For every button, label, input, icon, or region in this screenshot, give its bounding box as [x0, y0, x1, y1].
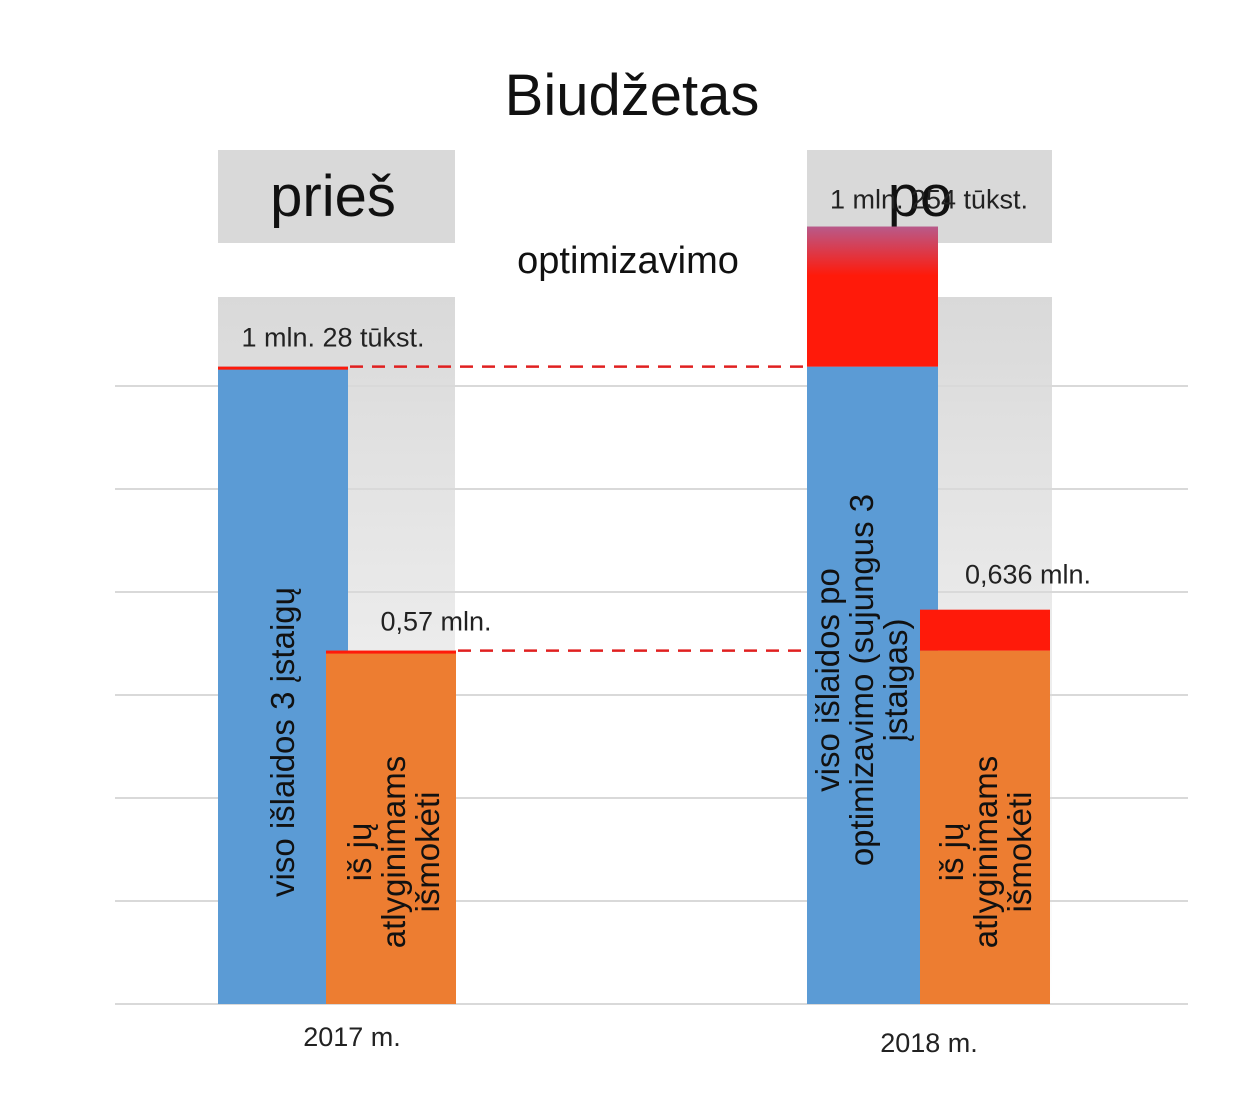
x-tick-label-2017: 2017 m.: [303, 1022, 401, 1052]
header-left-label: prieš: [270, 164, 396, 229]
bar-label-line: optimizavimo (sujungus 3: [843, 494, 880, 866]
bar-label-line: iš jų: [341, 823, 378, 882]
bar-salaries-2017: [326, 650, 456, 1004]
data-label-salaries-2017: 0,57 mln.: [380, 607, 491, 637]
bar-label-line: viso išlaidos 3 įstaigų: [264, 587, 301, 897]
bar-label-line: atlyginimams: [375, 756, 412, 949]
data-labels: 1 mln. 28 tūkst. 0,57 mln. 1 mln. 254 tūks…: [241, 185, 1091, 949]
data-label-expenses-2018: 1 mln. 254 tūkst.: [830, 185, 1028, 215]
bar-label-line: įstaigas): [877, 619, 914, 742]
bar-label-line: viso išlaidos po: [809, 568, 846, 792]
bar-expenses-2018-increase: [807, 226, 938, 367]
bar-salaries-2017-cap: [326, 650, 456, 654]
bar-salaries-2018: [920, 650, 1050, 1004]
data-label-expenses-2017: 1 mln. 28 tūkst.: [241, 323, 424, 353]
bar-label-expenses-2017: viso išlaidos 3 įstaigų: [264, 587, 301, 897]
header-right-label: po: [888, 164, 953, 229]
header-left-box: [218, 150, 455, 243]
chart-subtitle: optimizavimo: [517, 240, 739, 282]
bar-expenses-2017-cap: [218, 366, 348, 370]
x-tick-label-2018: 2018 m.: [880, 1028, 978, 1058]
chart-title: Biudžetas: [505, 63, 760, 128]
data-label-salaries-2018: 0,636 mln.: [965, 560, 1091, 590]
bar-label-line: atlyginimams: [967, 756, 1004, 949]
bar-label-line: išmokėti: [1001, 791, 1038, 912]
bar-salaries-2018-increase: [920, 609, 1050, 651]
bar-label-line: išmokėti: [409, 791, 446, 912]
bars: [218, 226, 1050, 1004]
bar-expenses-2018: [807, 366, 938, 1004]
bar-label-line: iš jų: [933, 823, 970, 882]
